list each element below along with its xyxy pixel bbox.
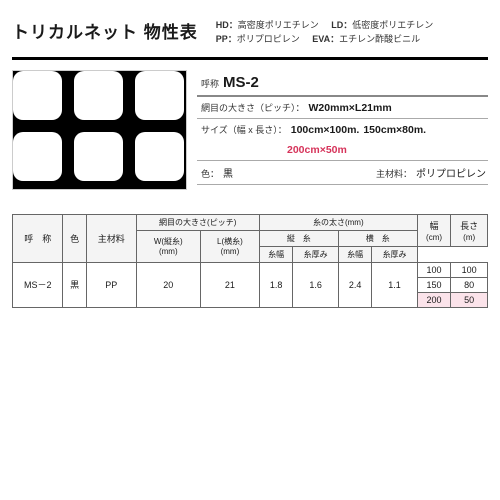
th-ht: 糸厚み bbox=[372, 246, 417, 262]
size-b: 150cm×80m. bbox=[363, 124, 426, 136]
legend-ld-v: 低密度ポリエチレン bbox=[352, 20, 433, 30]
th-length: 長さ(m) bbox=[451, 214, 488, 246]
th-hw: 糸幅 bbox=[338, 246, 372, 262]
page-title: トリカルネット 物性表 bbox=[12, 18, 198, 43]
th-thread-h: 横 糸 bbox=[338, 230, 417, 246]
divider bbox=[12, 57, 488, 60]
color-value: 黒 bbox=[223, 165, 233, 180]
legend-hd-k: HD： bbox=[216, 20, 238, 30]
th-mat: 主材料 bbox=[86, 214, 136, 262]
product-info: 呼称 MS-2 網目の大きさ（ピッチ）： W20mm×L21mm サイズ（幅 x… bbox=[197, 70, 488, 190]
legend-eva-v: エチレン酢酸ビニル bbox=[339, 34, 420, 44]
th-thread-v: 縦 糸 bbox=[259, 230, 338, 246]
th-name: 呼 称 bbox=[13, 214, 63, 262]
name-label: 呼称 bbox=[201, 77, 219, 90]
legend-pp-v: ポリプロピレン bbox=[237, 34, 300, 44]
size-label: サイズ（幅 x 長さ）： bbox=[201, 123, 287, 136]
legend-eva-k: EVA： bbox=[312, 34, 339, 44]
th-color: 色 bbox=[63, 214, 86, 262]
legend-hd-v: 高密度ポリエチレン bbox=[238, 20, 319, 30]
th-width: 幅(cm) bbox=[417, 214, 451, 246]
th-pitch-l: L(横糸)(mm) bbox=[200, 230, 259, 262]
color-label: 色： bbox=[201, 167, 219, 180]
spec-table: 呼 称 色 主材料 網目の大きさ(ピッチ) 糸の太さ(mm) 幅(cm) 長さ(… bbox=[12, 214, 488, 308]
th-thread-group: 糸の太さ(mm) bbox=[259, 214, 417, 230]
mat-label: 主材料： bbox=[376, 167, 412, 180]
mesh-swatch bbox=[12, 70, 187, 190]
mat-value: ポリプロピレン bbox=[416, 165, 486, 180]
th-pitch-group: 網目の大きさ(ピッチ) bbox=[136, 214, 259, 230]
size-c: 200cm×50m bbox=[287, 144, 347, 156]
legend-pp-k: PP： bbox=[216, 34, 237, 44]
th-pitch-w: W(縦糸)(mm) bbox=[136, 230, 200, 262]
size-a: 100cm×100m. bbox=[291, 124, 360, 136]
pitch-value: W20mm×L21mm bbox=[309, 102, 392, 114]
table-row: MS－2黒PP20211.81.62.41.1100100 bbox=[13, 262, 488, 277]
legend: HD：高密度ポリエチレン LD：低密度ポリエチレン PP：ポリプロピレン EVA… bbox=[216, 18, 444, 47]
legend-ld-k: LD： bbox=[331, 20, 352, 30]
th-vt: 糸厚み bbox=[293, 246, 338, 262]
pitch-label: 網目の大きさ（ピッチ）： bbox=[201, 101, 305, 114]
product-name: MS-2 bbox=[223, 74, 259, 91]
th-vw: 糸幅 bbox=[259, 246, 293, 262]
